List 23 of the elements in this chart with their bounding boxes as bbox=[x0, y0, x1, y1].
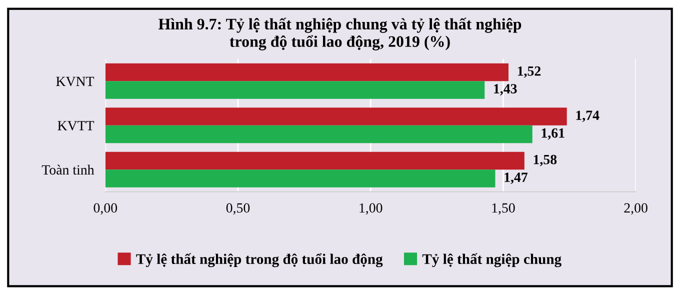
data-label: 1,47 bbox=[504, 172, 528, 184]
x-tick-label: 2,00 bbox=[624, 203, 648, 215]
x-tick-label: 0,50 bbox=[226, 203, 250, 215]
bar bbox=[105, 81, 485, 99]
legend-label: Tỷ lệ thất ngiệp chung bbox=[422, 253, 562, 268]
data-label: 1,52 bbox=[518, 66, 541, 78]
bar bbox=[105, 63, 509, 82]
x-tick-label: 1,00 bbox=[360, 203, 382, 215]
data-label: 1,43 bbox=[494, 84, 517, 96]
data-label: 1,61 bbox=[542, 128, 564, 140]
data-label: 1,58 bbox=[534, 154, 557, 166]
y-tick-label: KVNT bbox=[56, 76, 94, 86]
data-label: 1,74 bbox=[576, 110, 600, 122]
y-tick-label: KVTT bbox=[58, 121, 94, 130]
chart-title: Hình 9.7: Tỷ lệ thất nghiệp chung và tỷ lệ thất nghiệp trong độ tuổi lao động, 2019 (%) bbox=[158, 18, 522, 50]
bar bbox=[105, 170, 496, 188]
bar bbox=[105, 108, 567, 126]
legend-label: Tỷ lệ thất nghiệp trong độ tuổi lao động bbox=[136, 253, 383, 268]
bar bbox=[105, 152, 524, 170]
y-tick-label: Toàn tinh bbox=[42, 164, 94, 175]
x-tick-label: 1,50 bbox=[492, 203, 515, 215]
x-tick-label: 0,00 bbox=[94, 203, 118, 215]
bar bbox=[105, 125, 532, 144]
